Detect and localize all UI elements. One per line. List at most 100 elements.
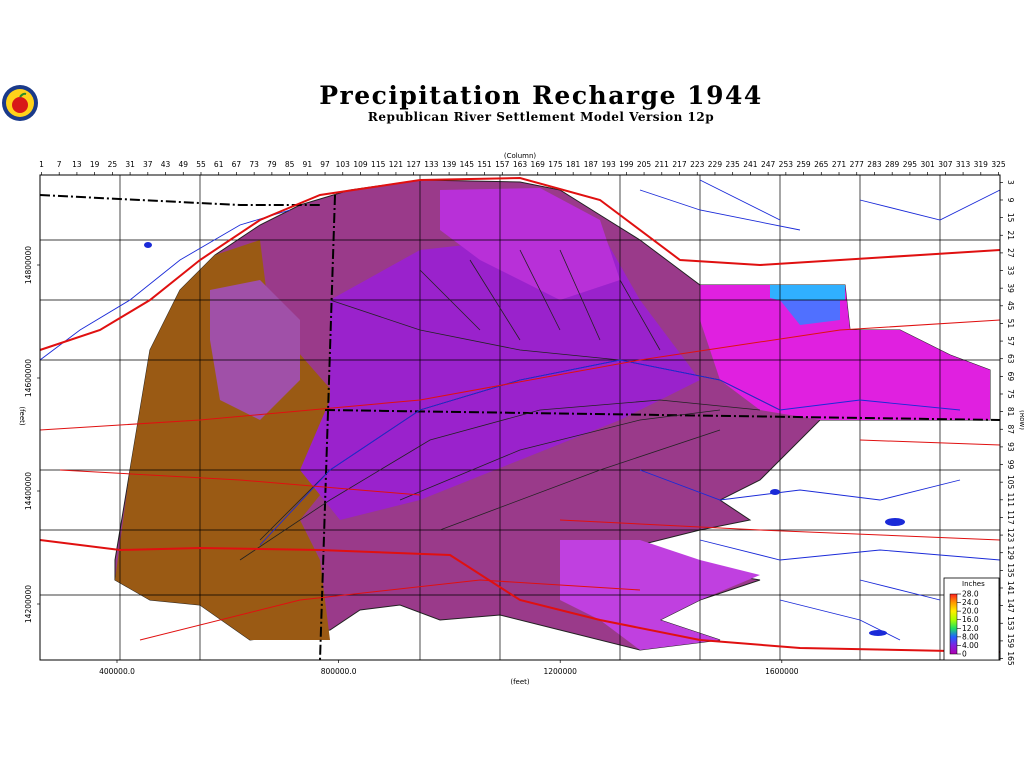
top-tick-label: 253 [779, 160, 794, 169]
top-tick-label: 187 [584, 160, 599, 169]
right-tick-label: 9 [1006, 198, 1015, 203]
left-tick-label: 14800000 [24, 246, 33, 284]
top-tick-label: 211 [655, 160, 670, 169]
right-tick-label: 147 [1006, 598, 1015, 613]
legend-tick-label: 16.0 [962, 615, 979, 624]
legend-title: Inches [962, 580, 985, 588]
top-tick-label: 25 [108, 160, 118, 169]
model-domain [114, 179, 991, 651]
top-tick-label: 73 [249, 160, 259, 169]
top-axis-label: (Column) [504, 152, 537, 160]
legend: Inches 28.024.020.016.012.08.004.000 [943, 577, 1000, 661]
roads [39, 176, 1001, 653]
top-tick-label: 283 [867, 160, 882, 169]
top-tick-label: 127 [406, 160, 421, 169]
top-tick-label: 325 [991, 160, 1006, 169]
top-tick-label: 277 [850, 160, 865, 169]
right-tick-label: 21 [1006, 230, 1015, 240]
bottom-tick-label: 1200000 [543, 667, 577, 676]
right-tick-label: 39 [1006, 283, 1015, 293]
bottom-tick-label: 400000.0 [99, 667, 135, 676]
top-tick-label: 115 [371, 160, 386, 169]
top-tick-label: 7 [57, 160, 62, 169]
right-tick-label: 51 [1006, 319, 1015, 329]
top-tick-label: 97 [320, 160, 330, 169]
legend-tick-label: 4.00 [962, 641, 979, 650]
legend-tick-label: 12.0 [962, 624, 979, 633]
rivers [39, 179, 1001, 641]
bottom-axis-label: (feet) [510, 678, 530, 686]
right-tick-label: 159 [1006, 634, 1015, 649]
top-tick-label: 301 [920, 160, 935, 169]
right-tick-label: 87 [1006, 424, 1015, 434]
top-tick-label: 13 [72, 160, 82, 169]
right-tick-label: 165 [1006, 651, 1015, 666]
top-tick-label: 229 [708, 160, 723, 169]
top-tick-label: 217 [672, 160, 687, 169]
top-tick-label: 109 [353, 160, 368, 169]
right-tick-label: 129 [1006, 546, 1015, 561]
right-tick-label: 81 [1006, 407, 1015, 417]
map-subtitle: Republican River Settlement Model Versio… [368, 110, 714, 124]
legend-tick-label: 28.0 [962, 590, 979, 599]
top-tick-label: 319 [974, 160, 989, 169]
top-tick-label: 193 [601, 160, 616, 169]
right-axis-label: (Row) [1018, 410, 1024, 430]
top-tick-label: 205 [637, 160, 652, 169]
top-tick-label: 121 [389, 160, 404, 169]
top-tick-label: 259 [796, 160, 811, 169]
right-tick-label: 57 [1006, 336, 1015, 346]
top-tick-label: 55 [196, 160, 206, 169]
right-tick-label: 93 [1006, 442, 1015, 452]
top-tick-label: 67 [232, 160, 242, 169]
top-tick-label: 241 [743, 160, 758, 169]
legend-tick-label: 20.0 [962, 607, 979, 616]
right-tick-label: 111 [1006, 493, 1015, 508]
top-tick-label: 49 [178, 160, 188, 169]
bottom-tick-label: 1600000 [765, 667, 799, 676]
bottom-tick-label: 800000.0 [321, 667, 357, 676]
left-axis-label: (feet) [18, 406, 26, 426]
left-tick-label: 14200000 [24, 585, 33, 623]
top-tick-label: 79 [267, 160, 277, 169]
right-tick-label: 63 [1006, 354, 1015, 364]
top-tick-label: 1 [39, 160, 44, 169]
top-tick-label: 289 [885, 160, 900, 169]
right-tick-label: 135 [1006, 563, 1015, 578]
top-tick-label: 61 [214, 160, 224, 169]
top-tick-label: 223 [690, 160, 705, 169]
right-tick-label: 123 [1006, 528, 1015, 543]
top-tick-label: 37 [143, 160, 153, 169]
reservoirs [144, 242, 905, 636]
legend-tick-label: 8.00 [962, 632, 979, 641]
top-tick-label: 199 [619, 160, 634, 169]
left-tick-label: 14600000 [24, 359, 33, 397]
legend-tick-label: 0 [962, 650, 967, 659]
top-tick-label: 133 [424, 160, 439, 169]
right-tick-label: 141 [1006, 581, 1015, 596]
top-tick-label: 151 [477, 160, 492, 169]
top-tick-label: 175 [548, 160, 563, 169]
top-tick-label: 313 [956, 160, 971, 169]
top-tick-label: 31 [125, 160, 135, 169]
right-tick-label: 105 [1006, 475, 1015, 490]
top-tick-label: 169 [531, 160, 546, 169]
left-tick-label: 14400000 [24, 472, 33, 510]
top-tick-label: 19 [90, 160, 100, 169]
right-tick-label: 75 [1006, 389, 1015, 399]
top-tick-label: 181 [566, 160, 581, 169]
top-tick-label: 163 [513, 160, 528, 169]
top-tick-label: 91 [303, 160, 313, 169]
right-tick-label: 99 [1006, 460, 1015, 470]
top-tick-label: 103 [336, 160, 351, 169]
top-tick-label: 145 [460, 160, 475, 169]
top-tick-label: 265 [814, 160, 829, 169]
top-tick-label: 85 [285, 160, 295, 169]
top-tick-label: 235 [726, 160, 741, 169]
top-tick-label: 295 [903, 160, 918, 169]
legend-tick-label: 24.0 [962, 598, 979, 607]
right-tick-label: 69 [1006, 372, 1015, 382]
right-tick-label: 3 [1006, 180, 1015, 185]
state-lines [39, 194, 1001, 661]
